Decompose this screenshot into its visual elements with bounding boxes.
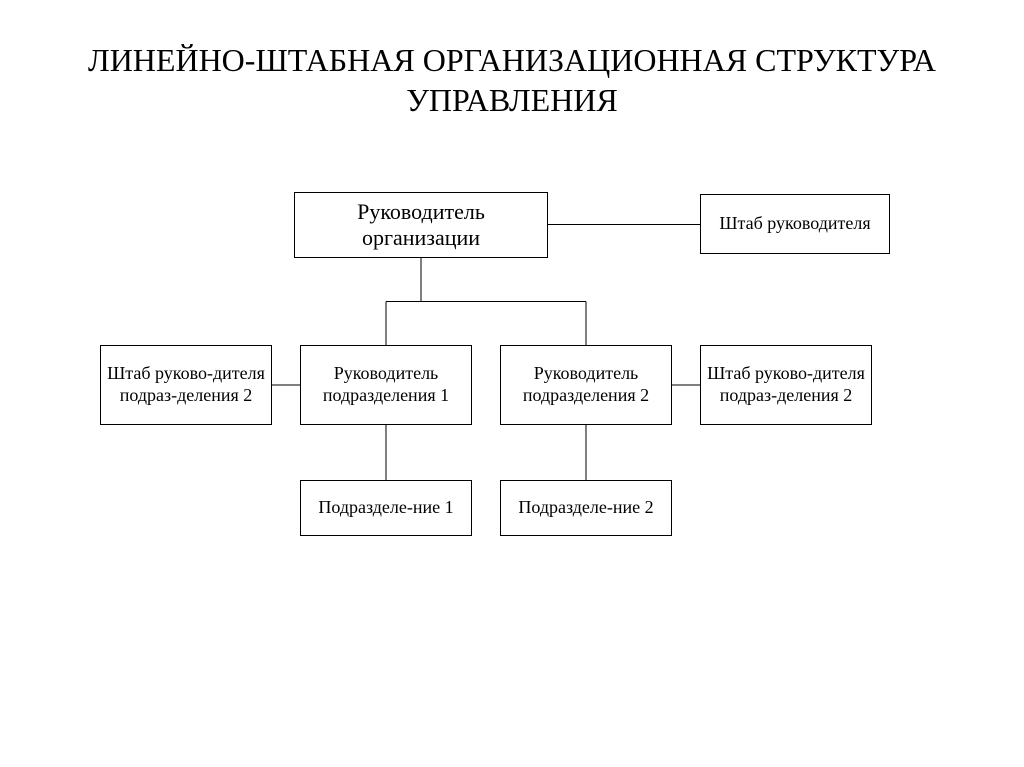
org-node-head: Руководитель организации: [294, 192, 548, 258]
org-node-unit2: Подразделе-ние 2: [500, 480, 672, 536]
org-node-unit1: Подразделе-ние 1: [300, 480, 472, 536]
org-node-mgr2: Руководитель подразделения 2: [500, 345, 672, 425]
org-node-staff_l: Штаб руково-дителя подраз-деления 2: [100, 345, 272, 425]
org-node-mgr1: Руководитель подразделения 1: [300, 345, 472, 425]
org-node-staff_r: Штаб руково-дителя подраз-деления 2: [700, 345, 872, 425]
org-node-head_staff: Штаб руководителя: [700, 194, 890, 254]
diagram-title: ЛИНЕЙНО-ШТАБНАЯ ОРГАНИЗАЦИОННАЯ СТРУКТУР…: [0, 40, 1024, 120]
